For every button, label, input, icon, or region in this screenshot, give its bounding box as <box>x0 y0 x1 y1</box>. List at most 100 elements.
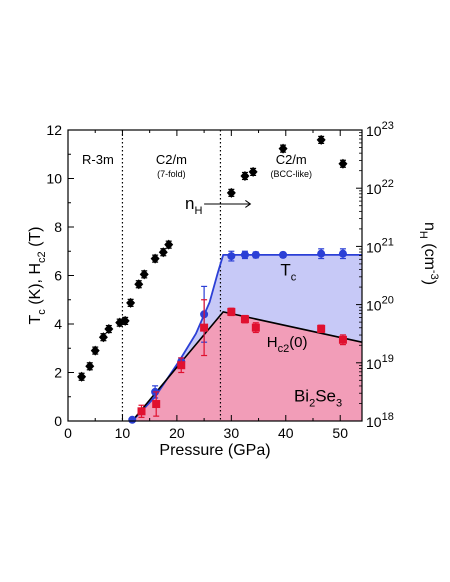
nh-point <box>134 279 144 290</box>
tc-label: Tc <box>280 261 296 284</box>
nh-point <box>158 247 168 258</box>
x-tick-label: 0 <box>64 425 72 441</box>
hc2-point <box>240 315 249 324</box>
material-part: Se <box>315 387 336 406</box>
hc2-label-tail: (0) <box>289 334 307 351</box>
nh-annotation: nH <box>185 194 252 217</box>
nh-label-main: n <box>185 194 194 213</box>
x-tick-label: 20 <box>169 425 185 441</box>
tc-label-sub: c <box>291 272 297 284</box>
nh-point <box>120 315 130 326</box>
y-right-tick-base: 10 <box>366 414 382 430</box>
y-left-tick-label: 4 <box>54 316 62 332</box>
tc-point <box>240 250 249 259</box>
nh-point <box>77 371 87 382</box>
nh-point <box>338 158 348 169</box>
hc2-point <box>200 323 209 332</box>
tc-point <box>251 250 260 259</box>
material-sub: 2 <box>309 398 315 410</box>
nh-point <box>164 239 174 250</box>
tick-labels: 0 10 20 30 40 5002468101210181019102010211022… <box>46 120 393 441</box>
nh-label-sub: H <box>195 205 203 217</box>
hc2-point <box>317 324 326 333</box>
region-fills <box>132 254 362 421</box>
y-right-tick-label: 1019 <box>366 353 394 372</box>
y-left-label-part: (T) <box>27 227 44 252</box>
nh-point <box>139 269 149 280</box>
y-right-tick-label: 1022 <box>366 178 394 197</box>
x-tick-label: 50 <box>332 425 348 441</box>
y-axis-right-title: nH (cm-3) <box>417 222 440 285</box>
y-left-tick-label: 2 <box>54 365 62 381</box>
hc2-point <box>137 407 146 416</box>
x-tick-label: 10 <box>115 425 131 441</box>
hc2-label-main: H <box>267 334 278 351</box>
y-left-label-part: T <box>27 315 44 325</box>
nh-point <box>85 361 95 372</box>
y-right-label-part: ) <box>421 280 438 285</box>
y-right-label-sub: H <box>417 231 429 239</box>
nh-point <box>150 253 160 264</box>
tc-region-fill <box>132 254 362 421</box>
material-sub: 3 <box>336 398 342 410</box>
nh-point <box>278 143 288 154</box>
y-axis-left-title: Tc (K), Hc2 (T) <box>27 227 48 325</box>
phase-boundaries <box>121 130 222 421</box>
y-right-tick-base: 10 <box>366 356 382 372</box>
y-right-tick-exponent: 23 <box>382 120 394 132</box>
axis-ticks <box>67 129 362 422</box>
y-left-tick-label: 10 <box>46 171 62 187</box>
y-right-tick-label: 1023 <box>366 120 394 139</box>
y-left-label-sub: c <box>36 309 48 315</box>
hc2-point <box>227 307 236 316</box>
x-axis-title: Pressure (GPa) <box>159 442 270 459</box>
y-left-tick-label: 8 <box>54 219 62 235</box>
tc-point <box>317 249 326 258</box>
phase-label: C2/m <box>156 152 187 167</box>
material-part: Bi <box>294 387 309 406</box>
hc2-point <box>152 400 161 409</box>
y-right-tick-label: 1018 <box>366 411 394 430</box>
hc2-label-sub: c2 <box>278 343 290 355</box>
hc2-point <box>338 335 347 344</box>
phase-label: C2/m <box>276 152 307 167</box>
nh-point <box>240 170 250 181</box>
phase-sublabel: (BCC-like) <box>270 169 312 179</box>
y-right-label-part: (cm <box>421 239 438 270</box>
y-right-tick-exponent: 20 <box>382 295 394 307</box>
nh-arrow-head <box>245 200 252 208</box>
hc2-region-fill <box>132 311 362 421</box>
y-left-tick-label: 6 <box>54 268 62 284</box>
y-right-tick-base: 10 <box>366 298 382 314</box>
y-right-tick-base: 10 <box>366 181 382 197</box>
phase-sublabel: (7-fold) <box>157 169 186 179</box>
y-left-label-sub: c2 <box>36 251 48 263</box>
nh-point <box>104 324 114 335</box>
material-label: Bi2Se3 <box>294 387 342 410</box>
nh-point <box>226 187 236 198</box>
hc2-point <box>177 361 186 370</box>
nh-point <box>248 166 258 177</box>
x-tick-label: 40 <box>278 425 294 441</box>
tc-label-main: T <box>280 261 290 280</box>
phase-labels: R-3m C2/m (7-fold) C2/m (BCC-like) <box>82 152 312 179</box>
data-marks <box>77 134 348 424</box>
hc2-label: Hc2(0) <box>267 334 308 355</box>
nh-point <box>98 332 108 343</box>
y-right-label-sup: -3 <box>428 270 440 280</box>
y-right-tick-exponent: 21 <box>382 236 394 248</box>
tc-point <box>338 249 347 258</box>
y-left-tick-label: 0 <box>54 413 62 429</box>
nh-point <box>90 345 100 356</box>
tc-point <box>128 415 137 424</box>
y-right-tick-label: 1021 <box>366 236 394 255</box>
y-right-tick-exponent: 19 <box>382 353 394 365</box>
y-left-tick-label: 12 <box>46 122 62 138</box>
hc2-point <box>251 323 260 332</box>
y-right-tick-label: 1020 <box>366 295 394 314</box>
nh-point <box>316 134 326 145</box>
y-left-label-part: (K), H <box>27 263 44 309</box>
phase-label: R-3m <box>82 152 114 167</box>
y-right-label-part: n <box>421 222 438 231</box>
